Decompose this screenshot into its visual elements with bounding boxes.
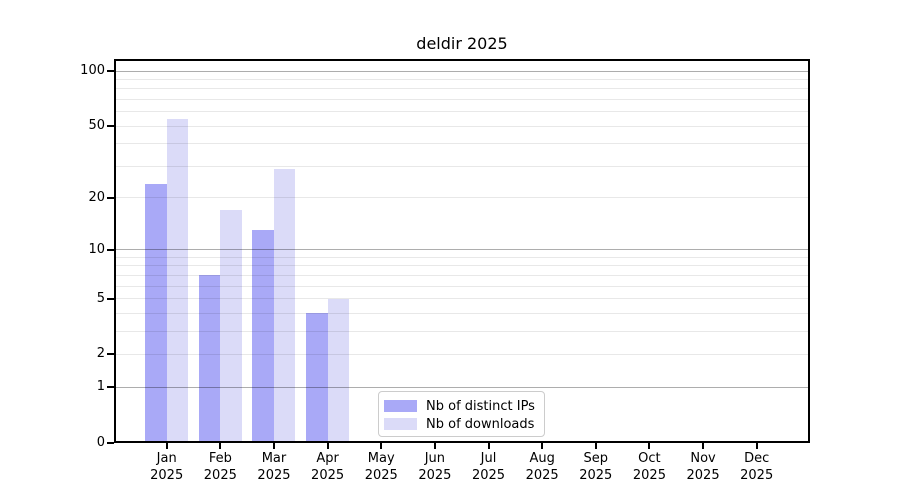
legend-label-distinct-ips: Nb of distinct IPs bbox=[426, 398, 535, 414]
y-tick-mark bbox=[107, 248, 114, 251]
gridlines-layer bbox=[114, 59, 810, 443]
y-tick-mark bbox=[107, 196, 114, 199]
gridline-minor bbox=[114, 312, 810, 314]
y-tick-label: 5 bbox=[96, 290, 105, 306]
legend-item-distinct-ips: Nb of distinct IPs bbox=[384, 397, 544, 415]
plot-area: Nb of distinct IPs Nb of downloads bbox=[114, 59, 810, 443]
gridline-major bbox=[114, 249, 810, 251]
y-tick-label: 2 bbox=[96, 346, 105, 362]
gridline-minor bbox=[114, 257, 810, 258]
bar-downloads bbox=[273, 169, 296, 443]
x-tick-label: Jan 2025 bbox=[150, 451, 184, 483]
x-tick-label: Jul 2025 bbox=[471, 451, 506, 483]
y-tick-mark bbox=[107, 297, 114, 300]
gridline-minor bbox=[114, 165, 810, 167]
legend: Nb of distinct IPs Nb of downloads bbox=[378, 391, 545, 437]
bar-downloads bbox=[220, 210, 242, 443]
x-tick-label: May 2025 bbox=[364, 451, 398, 483]
y-tick-label: 1 bbox=[96, 379, 105, 395]
legend-swatch-downloads bbox=[384, 418, 417, 430]
y-tick-label: 20 bbox=[88, 189, 105, 205]
y-tick-mark bbox=[107, 353, 114, 356]
x-tick-mark bbox=[272, 443, 275, 449]
y-tick-label: 0 bbox=[96, 435, 105, 450]
gridline-minor bbox=[114, 99, 810, 101]
x-tick-mark bbox=[380, 443, 383, 449]
x-tick-mark bbox=[165, 443, 168, 449]
gridline-minor bbox=[114, 330, 810, 332]
x-tick-mark bbox=[433, 443, 436, 449]
x-tick-mark bbox=[541, 443, 544, 449]
chart-title: deldir 2025 bbox=[416, 34, 508, 53]
bar-downloads bbox=[166, 118, 189, 443]
x-tick-label: Aug 2025 bbox=[525, 451, 559, 483]
gridline-major bbox=[114, 70, 810, 72]
y-tick-label: 50 bbox=[88, 118, 105, 134]
x-tick-label: Apr 2025 bbox=[311, 451, 345, 483]
x-tick-label: Sep 2025 bbox=[579, 451, 613, 483]
x-tick-mark bbox=[702, 443, 705, 449]
legend-label-downloads: Nb of downloads bbox=[426, 416, 535, 432]
bar-distinct-ips bbox=[145, 183, 167, 443]
bar-distinct-ips bbox=[252, 230, 274, 443]
x-tick-label: Jun 2025 bbox=[418, 451, 452, 483]
legend-item-downloads: Nb of downloads bbox=[384, 415, 544, 433]
x-tick-label: Feb 2025 bbox=[203, 451, 237, 483]
gridline-minor bbox=[114, 125, 810, 127]
gridline-minor bbox=[114, 298, 810, 300]
x-tick-mark bbox=[219, 443, 222, 449]
gridline-minor bbox=[114, 143, 810, 145]
gridline-minor bbox=[114, 111, 810, 113]
y-tick-mark bbox=[107, 125, 114, 128]
x-tick-label: Oct 2025 bbox=[632, 451, 666, 483]
x-tick-mark bbox=[326, 443, 329, 449]
x-tick-mark bbox=[487, 443, 490, 449]
gridline-minor bbox=[114, 285, 810, 287]
x-tick-mark bbox=[755, 443, 758, 449]
gridline-minor bbox=[114, 265, 810, 267]
bars-layer bbox=[114, 59, 810, 443]
x-tick-label: Nov 2025 bbox=[686, 451, 720, 483]
x-tick-label: Mar 2025 bbox=[257, 451, 291, 483]
gridline-minor bbox=[114, 274, 810, 276]
gridline-minor bbox=[114, 79, 810, 81]
y-tick-mark bbox=[107, 70, 114, 73]
gridline-minor bbox=[114, 88, 810, 90]
y-tick-mark bbox=[107, 442, 114, 444]
bar-downloads bbox=[327, 298, 350, 443]
bar-distinct-ips bbox=[198, 275, 221, 443]
gridline-minor bbox=[114, 197, 810, 199]
x-tick-mark bbox=[648, 443, 651, 449]
gridline-major bbox=[114, 386, 810, 388]
bar-distinct-ips bbox=[306, 313, 328, 443]
y-tick-label: 100 bbox=[80, 63, 105, 79]
x-tick-mark bbox=[594, 443, 597, 449]
legend-swatch-distinct-ips bbox=[384, 400, 417, 412]
x-tick-label: Dec 2025 bbox=[740, 451, 774, 483]
y-tick-mark bbox=[107, 386, 114, 389]
gridline-minor bbox=[114, 353, 810, 355]
y-tick-label: 10 bbox=[88, 241, 105, 257]
